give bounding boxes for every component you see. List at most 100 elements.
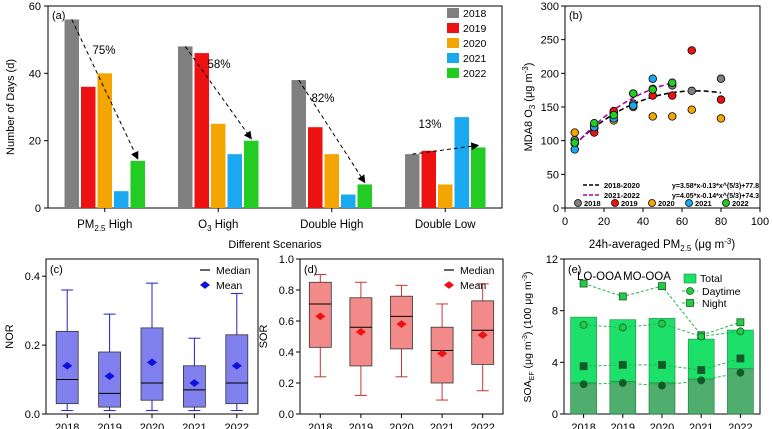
legend-night-label: Night — [702, 298, 727, 310]
marker-night-mid — [579, 362, 588, 371]
fit-legend-equation-2018-2020: y=3.58*x-0.13*x^(5/3)+77.8 — [672, 182, 759, 190]
point-2020 — [648, 112, 657, 121]
legend-label-b-2019: 2019 — [621, 199, 638, 208]
y-tick-label-d: 0.8 — [279, 285, 294, 297]
legend-label-2020: 2020 — [463, 38, 487, 50]
y-axis-label-a: Number of Days (d) — [5, 59, 17, 155]
x-tick-label-c: 2021 — [182, 422, 206, 429]
legend-marker-2022 — [722, 199, 730, 207]
line-night-mid — [583, 358, 741, 371]
fit-legend-equation-2021-2022: y=4.05*x-0.14*x^(5/3)+74.3 — [672, 192, 759, 200]
point-2020 — [570, 128, 579, 137]
legend-daytime-marker — [686, 287, 694, 295]
legend-mean-label-c: Mean — [216, 280, 242, 292]
point-2019 — [687, 46, 696, 55]
y-tick-label-a: 0 — [35, 203, 41, 215]
point-2020 — [716, 114, 726, 123]
mean-marker-d — [437, 349, 448, 358]
y-tick-label-b: 100 — [541, 136, 559, 148]
x-tick-label-e: 2022 — [728, 422, 752, 429]
y-axis-label-b-part: (μg m — [523, 73, 535, 104]
point-2018 — [716, 74, 726, 83]
y-axis-label-e-part: (μg m — [522, 341, 534, 371]
x-tick-label-a-part: High — [212, 219, 239, 231]
marker-night-mid — [736, 354, 745, 363]
marker-night-total — [579, 279, 588, 288]
legend-marker-2019 — [611, 199, 619, 207]
x-tick-label-c: 2019 — [97, 422, 121, 429]
mean-marker-d — [355, 327, 366, 336]
marker-daytime-lo — [618, 379, 627, 387]
legend-marker-2018 — [574, 199, 582, 207]
mean-marker-d — [315, 312, 326, 321]
x-tick-label-c: 2022 — [225, 422, 249, 429]
y-tick-label-d: 0.0 — [279, 409, 294, 421]
legend-swatch-2020 — [447, 38, 459, 48]
legend-label-2018: 2018 — [463, 8, 487, 20]
bar-lo-ooa-2019 — [609, 381, 637, 415]
y-tick-label-d: 0.4 — [279, 347, 294, 359]
marker-night-mid — [697, 366, 706, 374]
y-tick-label-c: 0.4 — [25, 271, 40, 283]
bar-2019-0 — [81, 86, 96, 208]
x-tick-label-e: 2018 — [571, 422, 595, 429]
bar-mo-ooa-2018 — [570, 316, 597, 384]
x-tick-label-a: PM2.5 High — [77, 219, 132, 233]
y-tick-label-e: 4 — [552, 357, 558, 369]
legend-mean-marker-c — [199, 281, 211, 289]
x-tick-label-d: 2018 — [308, 422, 332, 429]
bar-2021-3 — [454, 117, 469, 208]
x-axis-label-b: 24h-averaged PM2.5 (μg m-3) — [589, 237, 736, 253]
x-tick-label-a-part: High — [106, 219, 133, 231]
legend-label-b-2022: 2022 — [732, 199, 749, 208]
point-2022 — [570, 138, 579, 147]
annotation-a: 13% — [418, 119, 441, 131]
x-axis-label-b-part: -3 — [724, 237, 732, 246]
panel-label-a: (a) — [52, 10, 65, 22]
x-tick-label-b: 80 — [715, 216, 727, 228]
bar-2020-2 — [324, 154, 339, 208]
fit-curve-2021-2022 — [574, 82, 673, 147]
line-daytime-lo — [583, 372, 741, 387]
mean-marker-d — [477, 331, 488, 339]
point-2022 — [609, 110, 618, 120]
bar-2021-0 — [114, 191, 129, 208]
bar-2018-2 — [291, 80, 306, 208]
bar-2022-0 — [130, 160, 145, 208]
point-2022 — [629, 89, 638, 98]
bar-2022-1 — [244, 140, 259, 208]
y-axis-label-b-part: MDA8 O — [523, 109, 535, 152]
bar-mo-ooa-2020 — [648, 318, 676, 384]
legend-swatch-2018 — [447, 8, 459, 18]
bar-2020-3 — [438, 184, 453, 208]
bar-2020-1 — [211, 123, 226, 208]
label-mo-ooa: MO-OOA — [623, 271, 671, 283]
bar-mo-ooa-2022 — [727, 329, 754, 370]
legend-median-label-c: Median — [216, 265, 251, 277]
x-tick-label-e: 2021 — [689, 422, 713, 429]
y-axis-label-b-part: ) — [523, 63, 535, 67]
y-tick-label-b: 250 — [541, 35, 559, 47]
point-2021 — [648, 74, 657, 83]
bar-2021-2 — [341, 194, 356, 208]
y-axis-label-e-part: ) — [522, 272, 534, 276]
trend-arrow-a — [298, 79, 366, 184]
y-tick-label-a: 40 — [29, 68, 41, 80]
annotation-a: 82% — [311, 93, 334, 105]
panel-label-e: (e) — [568, 264, 581, 276]
y-tick-label-e: 12 — [546, 254, 558, 266]
marker-daytime-lo — [697, 376, 706, 385]
x-tick-label-b: 100 — [751, 216, 769, 228]
marker-daytime-total — [736, 327, 745, 336]
legend-swatch-2019 — [447, 23, 459, 33]
bar-2019-3 — [421, 150, 436, 208]
legend-marker-2021 — [685, 199, 693, 207]
y-tick-label-d: 0.6 — [279, 316, 294, 328]
y-tick-label-d: 0.2 — [279, 378, 294, 390]
legend-total-swatch — [683, 273, 697, 284]
marker-night-total — [618, 292, 627, 301]
legend-total-label: Total — [700, 273, 722, 285]
y-tick-label-b: 0 — [553, 203, 559, 215]
point-2020 — [687, 105, 696, 114]
x-tick-label-a-part: 3 — [207, 224, 212, 233]
